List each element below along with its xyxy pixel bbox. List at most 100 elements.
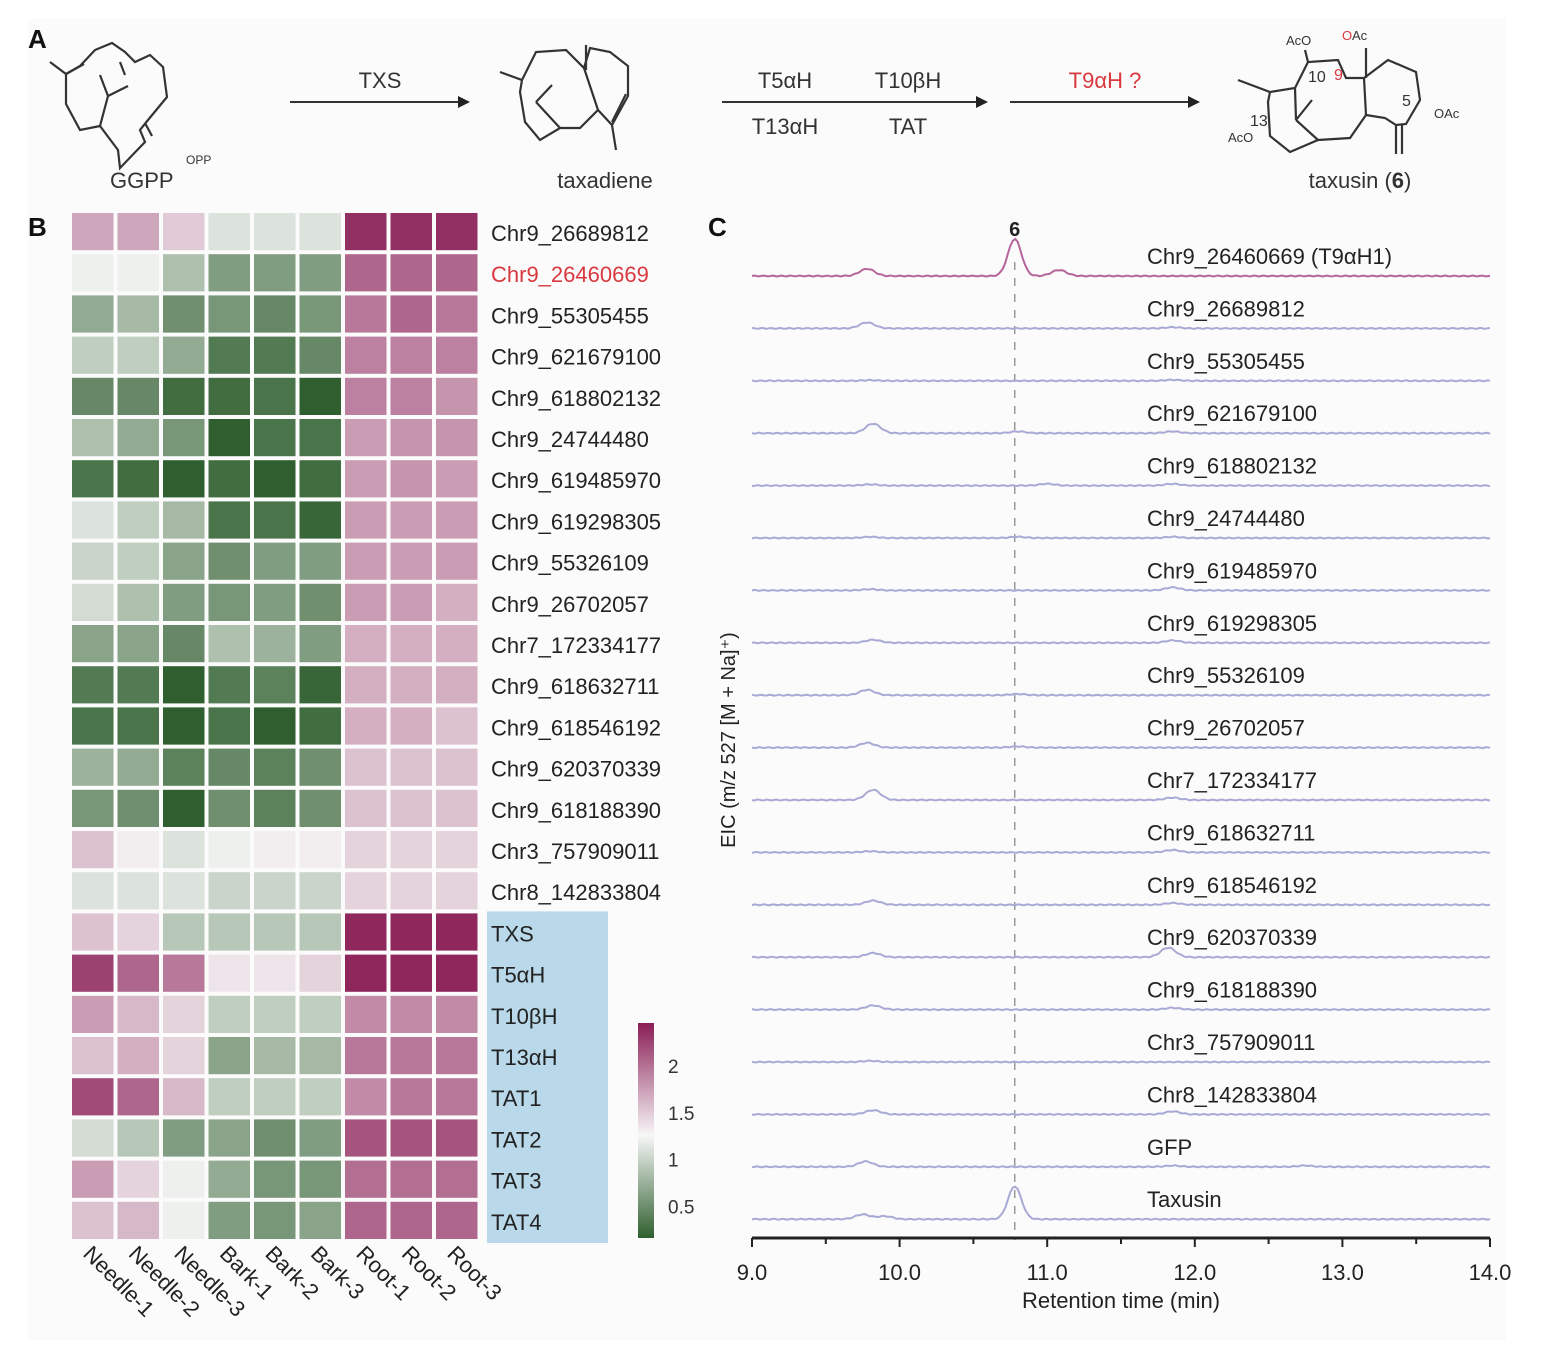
heatmap-cell — [299, 625, 341, 663]
opp-label: OPP — [186, 153, 211, 167]
heatmap-row-label: T13αH — [491, 1045, 558, 1070]
colorbar-tick-label: 1.5 — [668, 1104, 694, 1125]
heatmap-cell — [117, 707, 159, 745]
heatmap-cell — [254, 295, 296, 333]
heatmap-cell — [390, 254, 432, 292]
heatmap-cell — [208, 583, 250, 621]
heatmap-cell — [208, 954, 250, 992]
taxadiene-structure — [499, 45, 630, 151]
heatmap-cell — [390, 213, 432, 251]
heatmap-cell — [208, 213, 250, 251]
step-label-t9ah: T9αH ? — [1069, 68, 1142, 93]
heatmap-cell — [436, 625, 478, 663]
heatmap-cell — [163, 872, 205, 910]
taxusin-o-red: O — [1342, 28, 1352, 43]
heatmap-cell — [208, 995, 250, 1033]
heatmap-cell — [254, 1078, 296, 1116]
heatmap-cell — [299, 666, 341, 704]
heatmap-row-label: Chr9_55326109 — [491, 551, 649, 576]
heatmap-cell — [72, 831, 114, 869]
heatmap-cell — [254, 1160, 296, 1198]
heatmap-cell — [390, 625, 432, 663]
heatmap-cell — [299, 583, 341, 621]
known-genes-highlight — [487, 911, 608, 1243]
heatmap-cell — [390, 460, 432, 498]
heatmap-cell — [436, 748, 478, 786]
heatmap-cell — [208, 666, 250, 704]
heatmap-cell — [390, 542, 432, 580]
heatmap-cell — [299, 913, 341, 951]
heatmap-cell — [117, 954, 159, 992]
heatmap-cell — [390, 336, 432, 374]
heatmap-row-label: Chr7_172334177 — [491, 633, 661, 658]
heatmap-cell — [345, 460, 387, 498]
heatmap-cell — [72, 748, 114, 786]
heatmap-cell — [117, 1037, 159, 1075]
heatmap-cell — [208, 748, 250, 786]
heatmap-cell — [163, 1119, 205, 1157]
heatmap-cell — [299, 748, 341, 786]
heatmap-row-label: Chr9_26689812 — [491, 221, 649, 246]
heatmap-cell — [208, 377, 250, 415]
heatmap-cell — [299, 1201, 341, 1239]
heatmap-row-label: TAT4 — [491, 1210, 542, 1235]
heatmap-cell — [72, 295, 114, 333]
heatmap-cell — [345, 954, 387, 992]
heatmap-cell — [436, 1201, 478, 1239]
heatmap-cell — [254, 336, 296, 374]
heatmap-cell — [117, 542, 159, 580]
heatmap-cell — [163, 707, 205, 745]
heatmap-cell — [117, 872, 159, 910]
heatmap-cell — [72, 542, 114, 580]
heatmap-row-label: Chr3_757909011 — [491, 839, 659, 864]
panel-label-a: A — [28, 24, 47, 54]
heatmap-cell — [436, 213, 478, 251]
heatmap-cell — [345, 666, 387, 704]
heatmap-cell — [208, 789, 250, 827]
heatmap-cell — [436, 789, 478, 827]
taxusin-c13: 13 — [1250, 113, 1268, 130]
heatmap-cell — [117, 295, 159, 333]
heatmap-cell — [117, 995, 159, 1033]
heatmap-cell — [345, 295, 387, 333]
heatmap-cell — [254, 501, 296, 539]
heatmap-cell — [345, 336, 387, 374]
heatmap-cell — [117, 789, 159, 827]
heatmap-cell — [117, 336, 159, 374]
heatmap-cell — [254, 666, 296, 704]
heatmap-row-label: TXS — [491, 921, 534, 946]
heatmap-cell — [117, 1119, 159, 1157]
heatmap-cell — [163, 336, 205, 374]
heatmap-cell — [208, 336, 250, 374]
heatmap-cell — [72, 913, 114, 951]
heatmap-cell — [299, 419, 341, 457]
heatmap-cell — [208, 913, 250, 951]
heatmap-cell — [208, 1037, 250, 1075]
heatmap-cell — [72, 1119, 114, 1157]
heatmap-cell — [117, 748, 159, 786]
heatmap-cell — [72, 501, 114, 539]
heatmap-cell — [254, 542, 296, 580]
heatmap-cell — [299, 542, 341, 580]
heatmap-cell — [345, 542, 387, 580]
heatmap-cell — [345, 625, 387, 663]
heatmap-cell — [72, 1160, 114, 1198]
heatmap-row-label: T5αH — [491, 963, 545, 988]
heatmap-cell — [390, 666, 432, 704]
heatmap-cell — [345, 1201, 387, 1239]
pathway-scheme: GGPP OPP TXS taxadiene T5αH T10βH T13αH … — [49, 28, 1460, 193]
heatmap-cell — [390, 1037, 432, 1075]
taxusin-oac-right: OAc — [1434, 106, 1460, 121]
heatmap-row-label: Chr8_142833804 — [491, 880, 661, 905]
heatmap-cell — [299, 831, 341, 869]
step-label-tat: TAT — [889, 114, 927, 139]
heatmap-cell — [208, 707, 250, 745]
heatmap-cell — [436, 336, 478, 374]
heatmap-cell — [299, 254, 341, 292]
heatmap-cell — [117, 213, 159, 251]
ggpp-structure — [49, 41, 169, 171]
heatmap-cell — [208, 872, 250, 910]
heatmap-cell — [390, 872, 432, 910]
heatmap-row-label: Chr9_55305455 — [491, 303, 649, 328]
heatmap-cell — [345, 995, 387, 1033]
